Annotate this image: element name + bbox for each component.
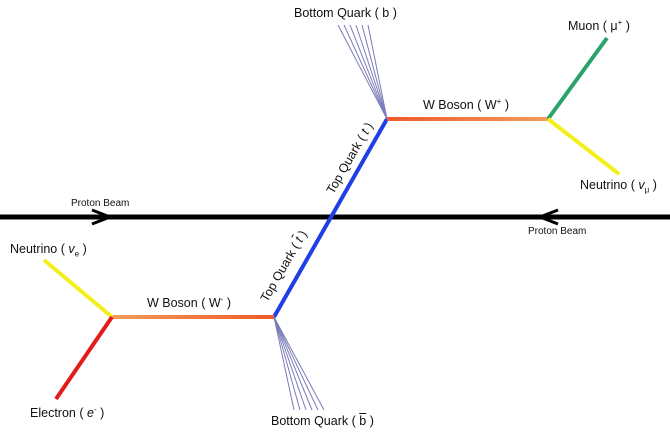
top-quark-line	[272, 118, 389, 318]
bottom-quark-label: Bottom Quark ( b )	[294, 6, 397, 20]
bottom-quark-jet	[337, 24, 388, 120]
w-boson-plus-label: W Boson ( W+ )	[423, 96, 509, 112]
bottom-antiquark-label: Bottom Quark ( b )	[271, 414, 374, 428]
muon-line	[546, 36, 609, 121]
proton-beam-label-left: Proton Beam	[71, 198, 130, 209]
neutrino-e-line	[42, 258, 114, 319]
proton-beam-label-right: Proton Beam	[528, 226, 587, 237]
electron-line	[54, 315, 114, 401]
beam-arrow-right-icon	[91, 208, 115, 226]
w-boson-minus-label: W Boson ( W- )	[147, 294, 231, 310]
neutrino-e-label: Neutrino ( ve )	[10, 242, 87, 259]
bottom-antiquark-jet	[273, 316, 325, 411]
neutrino-mu-line	[546, 117, 621, 176]
neutrino-mu-label: Neutrino ( vμ )	[580, 178, 657, 195]
muon-label: Muon ( μ+ )	[568, 17, 630, 33]
beam-arrow-left-icon	[535, 208, 559, 226]
electron-label: Electron ( e- )	[30, 404, 105, 420]
